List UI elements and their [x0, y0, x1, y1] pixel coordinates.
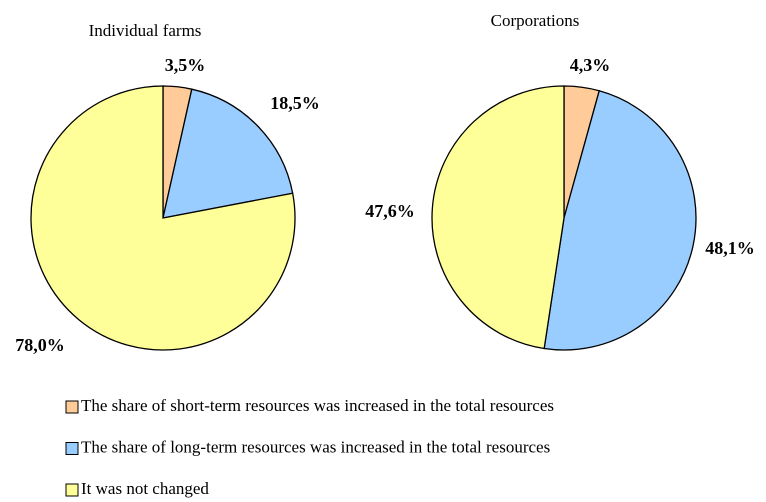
- pie-slice: [30, 85, 296, 351]
- legend-label: It was not changed: [81, 479, 209, 498]
- legend-swatch: [65, 400, 79, 414]
- chart-title: Individual farms: [89, 21, 202, 40]
- chart-title: Corporations: [491, 11, 580, 30]
- data-label: 78,0%: [15, 335, 65, 355]
- data-label: 48,1%: [705, 238, 755, 258]
- legend-label: The share of long-term resources was inc…: [81, 437, 550, 456]
- legend-swatch: [65, 442, 79, 455]
- data-label: 4,3%: [570, 55, 611, 75]
- data-label: 47,6%: [365, 201, 415, 221]
- pie-slice: [162, 88, 294, 219]
- data-label: 3,5%: [165, 55, 206, 75]
- legend-label: The share of short-term resources was in…: [81, 396, 554, 415]
- legend-swatch: [65, 483, 79, 497]
- pie-slice: [543, 89, 697, 351]
- data-label: 18,5%: [270, 93, 320, 113]
- pie-slice: [431, 85, 565, 350]
